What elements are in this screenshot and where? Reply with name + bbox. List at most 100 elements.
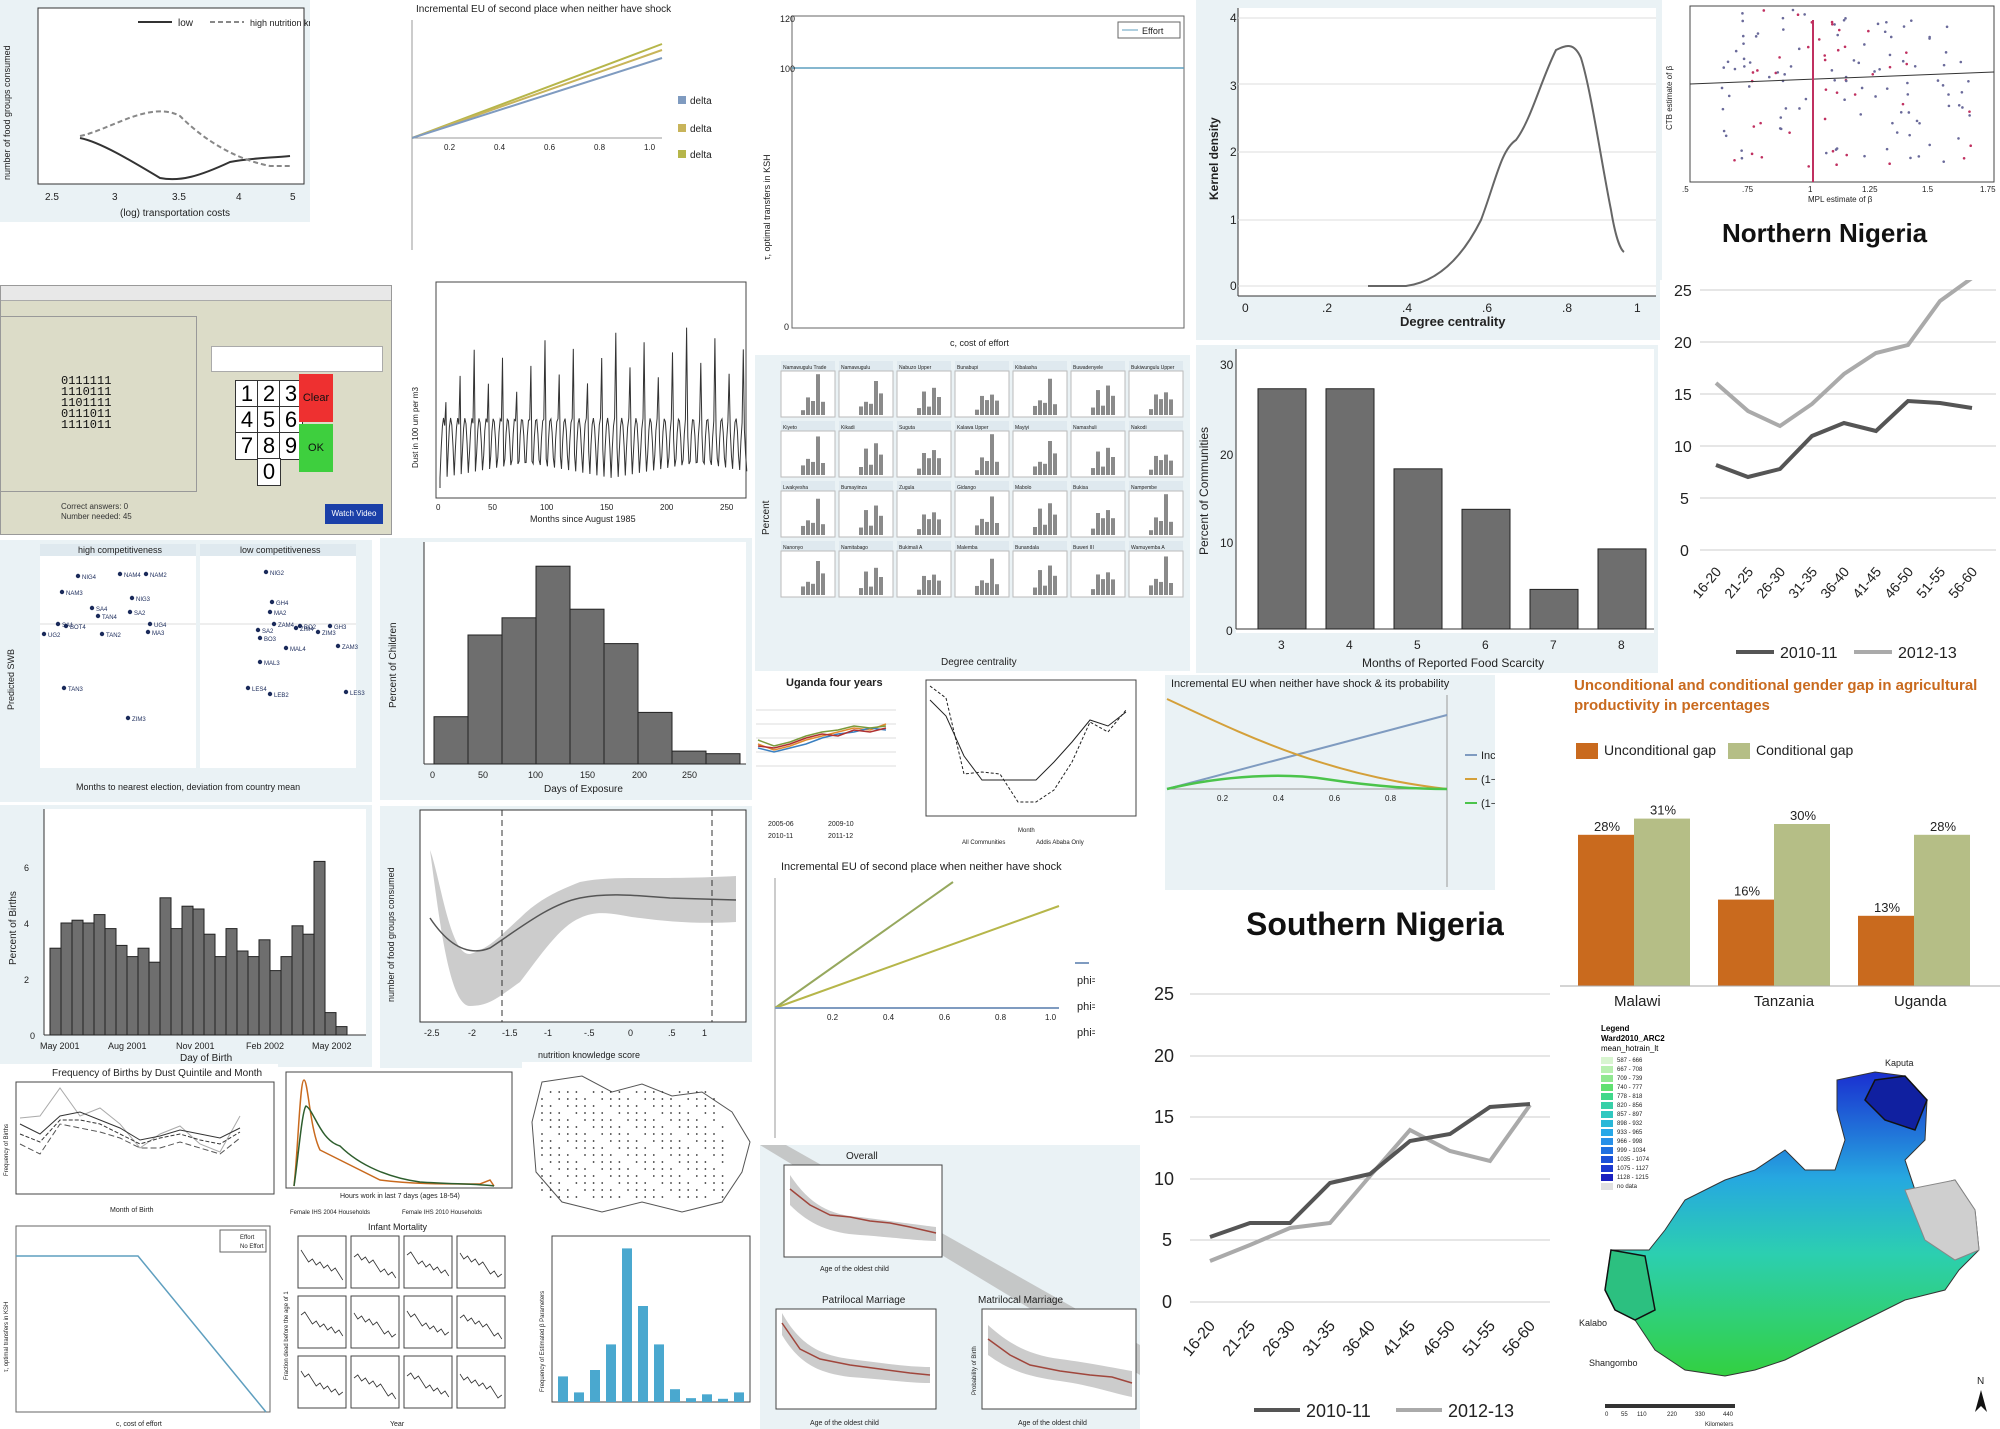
map-legend-swatch [1601, 1102, 1613, 1109]
cell-bar [1033, 527, 1037, 535]
bar [606, 1344, 616, 1402]
swb-point-label: MAL4 [290, 647, 306, 653]
map-dot [670, 1105, 672, 1107]
map-legend-swatch [1601, 1156, 1613, 1163]
map-dot [549, 1126, 552, 1128]
ok-button[interactable]: OK [299, 424, 333, 472]
map-dot [713, 1105, 715, 1107]
legend-addis: Addis Ababa Only [1036, 840, 1084, 846]
map-dot [618, 1105, 621, 1107]
chart-hours-density: Hours work in last 7 days (ages 18-54) F… [285, 1071, 513, 1216]
swb-point-label: NAM2 [150, 573, 167, 579]
map-dot [661, 1161, 664, 1163]
scatter-point [1721, 107, 1725, 111]
swb-point [327, 623, 333, 629]
map-dot [687, 1119, 690, 1121]
swb-point-label: UG2 [48, 633, 61, 639]
category-label: 51-55 [1913, 563, 1948, 601]
map-dot [584, 1168, 586, 1170]
chart-uganda: Uganda four years 2005-06 2009-10 2010-1… [756, 677, 896, 840]
map-dot [704, 1175, 707, 1177]
map-dot [695, 1189, 698, 1191]
cell-header [1013, 541, 1067, 551]
watch-video-button[interactable]: Watch Video [325, 504, 383, 524]
cell-bar [1096, 390, 1100, 415]
bar-label-conditional: 31% [1650, 803, 1676, 818]
map-dot [558, 1126, 561, 1128]
svg-text:-1.5: -1.5 [502, 1028, 518, 1038]
scatter-point [1860, 86, 1864, 90]
answer-input[interactable] [211, 346, 383, 372]
line-high [79, 110, 290, 167]
cell-bar [1106, 385, 1110, 415]
bar [203, 933, 216, 1036]
map-dot [601, 1133, 604, 1135]
map-dot [601, 1112, 604, 1114]
bar-conditional [1774, 824, 1830, 986]
facet-low: low competitiveness [240, 545, 321, 555]
map-dot [575, 1140, 578, 1142]
category-label: 36-40 [1817, 563, 1852, 601]
bar [49, 947, 62, 1036]
map-dot [575, 1112, 578, 1114]
cell-bar [801, 525, 805, 535]
cell-title: Kiyeto [783, 425, 797, 431]
svg-text:1: 1 [1634, 301, 1641, 315]
cell-bar [879, 454, 883, 475]
scatter-point [1836, 33, 1839, 37]
svg-text:Nov 2001: Nov 2001 [176, 1041, 215, 1051]
chart-eu-delta: Incremental EU of second place when neit… [411, 4, 712, 250]
map-dot [618, 1161, 621, 1163]
key-0[interactable]: 0 [257, 458, 281, 486]
chart-dust-series: 0 50 100 150 200 250 Months since August… [411, 281, 748, 524]
key-7[interactable]: 7 [235, 432, 259, 460]
map-dot [549, 1147, 552, 1149]
map-dot [627, 1140, 629, 1142]
key-2[interactable]: 2 [257, 380, 281, 408]
cell-bar [874, 443, 878, 475]
cell-bar [864, 401, 868, 415]
cell-bar [1038, 570, 1042, 595]
cell-header [839, 481, 893, 491]
cell-title: Malemba [957, 545, 978, 551]
scatter-point [1852, 59, 1856, 62]
chart-title: Incremental EU when neither have shock &… [1171, 678, 1450, 690]
map-dot [661, 1175, 664, 1177]
scatter-point [1957, 104, 1961, 107]
scatter-point [1779, 116, 1783, 119]
map-dot [584, 1112, 586, 1114]
swb-point [271, 621, 277, 627]
map-dot [609, 1133, 612, 1135]
map-dot [635, 1105, 638, 1107]
panel-eu-delta: Incremental EU of second place when neit… [410, 0, 712, 255]
category-label: 5 [1414, 638, 1421, 652]
cell-title: Nanonyo [783, 545, 803, 551]
bar [291, 925, 304, 1036]
key-5[interactable]: 5 [257, 406, 281, 434]
cell-bar [1154, 517, 1158, 535]
map-dot [661, 1196, 664, 1198]
svg-text:0: 0 [784, 322, 789, 332]
map-dot [558, 1168, 561, 1170]
x-axis-label: Day of Birth [180, 1053, 232, 1064]
scatter-point [1928, 37, 1931, 40]
scatter-point [1905, 51, 1908, 54]
cell-header [897, 361, 951, 371]
map-legend-label: 966 - 998 [1617, 1138, 1643, 1145]
bar [104, 928, 117, 1036]
cell-title: Zugula [899, 485, 915, 491]
scatter-point [1905, 62, 1909, 66]
cell-bar [1101, 466, 1105, 475]
cell-title: Buweri III [1073, 545, 1094, 551]
panel-optimal-effort: Effort No Effort c, cost of effort τ, op… [0, 1222, 275, 1429]
map-dot [601, 1189, 604, 1191]
map-dot [566, 1098, 569, 1100]
scatter-point [1961, 106, 1964, 109]
key-8[interactable]: 8 [257, 432, 281, 460]
clear-button[interactable]: Clear [299, 374, 333, 422]
key-4[interactable]: 4 [235, 406, 259, 434]
scatter-point [1909, 19, 1913, 22]
cell-bar [879, 393, 883, 415]
xticks: 2.5 3 3.5 4 5 [45, 192, 296, 203]
key-1[interactable]: 1 [235, 380, 259, 408]
